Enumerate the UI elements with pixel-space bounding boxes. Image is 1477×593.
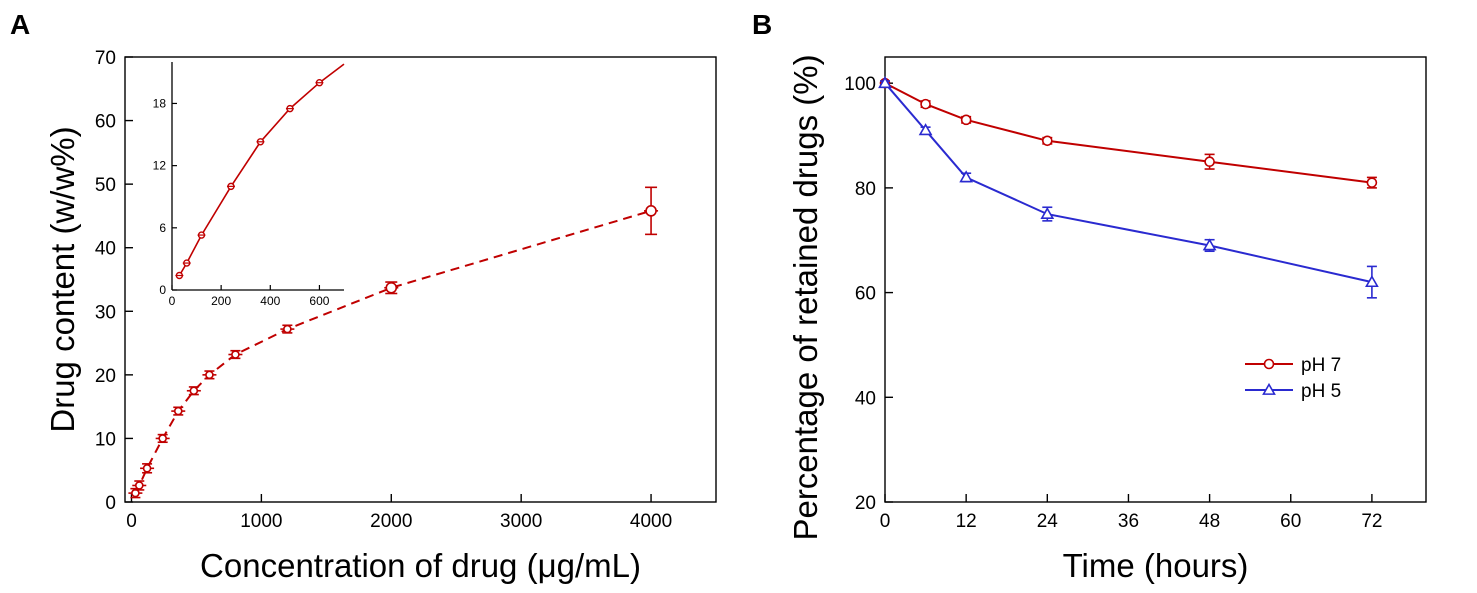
inset-x-tick-label: 400 bbox=[260, 294, 280, 308]
y-tick-label: 0 bbox=[105, 493, 116, 514]
inset-x-tick-label: 0 bbox=[169, 294, 176, 308]
data-point-a bbox=[134, 481, 144, 490]
data-point-ph-5 bbox=[959, 170, 974, 183]
x-tick-label: 3000 bbox=[500, 511, 542, 532]
data-point-a bbox=[385, 281, 398, 294]
x-tick-label: 24 bbox=[1037, 511, 1059, 532]
x-tick-label: 0 bbox=[880, 511, 891, 532]
inset-series-line bbox=[178, 63, 345, 276]
data-point-a bbox=[645, 205, 657, 217]
x-tick-label: 2000 bbox=[370, 511, 412, 532]
data-point-ph-7 bbox=[920, 98, 931, 110]
y-tick-label: 20 bbox=[855, 493, 876, 514]
y-tick-label: 60 bbox=[855, 284, 876, 305]
x-tick-label: 36 bbox=[1118, 511, 1139, 532]
data-point-a bbox=[231, 350, 240, 359]
data-point-a bbox=[142, 464, 152, 473]
data-point-ph-7 bbox=[1204, 156, 1215, 168]
x-tick-label: 60 bbox=[1280, 511, 1301, 532]
y-axis-title-b: Percentage of retained drugs (%) bbox=[787, 54, 824, 540]
data-point-ph-5 bbox=[1202, 238, 1217, 251]
legend-marker bbox=[1263, 358, 1275, 370]
y-tick-label: 40 bbox=[95, 239, 116, 260]
y-tick-label: 70 bbox=[95, 48, 116, 69]
inset-y-tick-label: 0 bbox=[159, 283, 166, 297]
legend-marker bbox=[1262, 382, 1276, 395]
x-tick-label: 12 bbox=[956, 511, 977, 532]
plot-frame-a bbox=[124, 56, 717, 503]
data-point-ph-7 bbox=[960, 114, 972, 126]
x-axis-title-a: Concentration of drug (μg/mL) bbox=[200, 547, 641, 584]
legend-label: pH 5 bbox=[1301, 381, 1341, 402]
data-point-a bbox=[173, 406, 183, 416]
data-point-a bbox=[189, 386, 199, 396]
x-tick-label: 1000 bbox=[240, 511, 282, 532]
legend-label: pH 7 bbox=[1301, 355, 1341, 376]
y-tick-label: 80 bbox=[855, 179, 876, 200]
series-line-ph-5 bbox=[884, 82, 1373, 284]
y-axis-title-a: Drug content (w/w%) bbox=[44, 126, 81, 432]
y-tick-label: 60 bbox=[95, 112, 116, 133]
panel-label-a: A bbox=[10, 9, 30, 40]
inset-y-tick-label: 18 bbox=[153, 96, 167, 110]
y-tick-label: 20 bbox=[95, 366, 116, 387]
y-tick-label: 50 bbox=[95, 175, 116, 196]
series-line-ph-7 bbox=[884, 82, 1373, 184]
data-point-ph-7 bbox=[1366, 177, 1378, 188]
inset-x-tick-label: 200 bbox=[211, 294, 231, 308]
panel-label-b: B bbox=[752, 9, 772, 40]
x-tick-label: 4000 bbox=[630, 511, 672, 532]
x-axis-title-b: Time (hours) bbox=[1063, 547, 1249, 584]
data-point-a bbox=[158, 434, 167, 443]
y-tick-label: 40 bbox=[855, 388, 876, 409]
data-point-ph-5 bbox=[918, 123, 933, 136]
data-point-ph-7 bbox=[1042, 135, 1053, 147]
x-tick-label: 0 bbox=[126, 511, 137, 532]
data-point-ph-5 bbox=[1365, 275, 1379, 288]
plot-frame-b bbox=[884, 56, 1427, 503]
data-point-a bbox=[205, 370, 214, 380]
inset-y-tick-label: 12 bbox=[153, 159, 167, 173]
data-point-ph-5 bbox=[1040, 206, 1055, 219]
inset-x-tick-label: 600 bbox=[309, 294, 329, 308]
y-tick-label: 30 bbox=[95, 302, 116, 323]
data-point-a bbox=[283, 324, 292, 334]
data-point-ph-5 bbox=[878, 76, 892, 89]
x-tick-label: 48 bbox=[1199, 511, 1220, 532]
y-tick-label: 100 bbox=[844, 74, 876, 95]
inset-y-tick-label: 6 bbox=[159, 221, 166, 235]
x-tick-label: 72 bbox=[1361, 511, 1382, 532]
y-tick-label: 10 bbox=[95, 429, 116, 450]
series-drug-content-line bbox=[134, 209, 652, 494]
